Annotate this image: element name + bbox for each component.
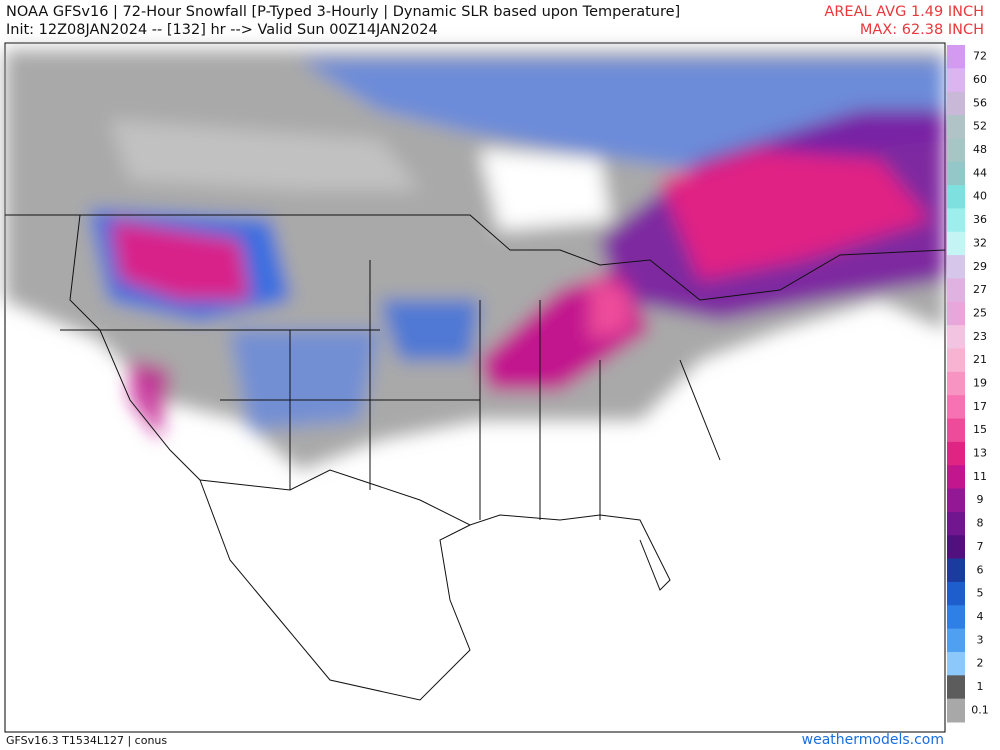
colorbar-segment [947, 488, 965, 513]
colorbar-segment [947, 278, 965, 303]
colorbar-label: 2 [977, 657, 984, 670]
colorbar-segment [947, 465, 965, 490]
colorbar-label: 8 [977, 517, 984, 530]
colorbar-segment [947, 185, 965, 209]
colorbar-segment [947, 511, 965, 536]
colorbar-label: 13 [973, 447, 987, 460]
colorbar-segment [947, 418, 965, 443]
colorbar-label: 52 [973, 120, 987, 133]
colorbar-label: 0.1 [971, 703, 989, 716]
colorbar-label: 11 [973, 470, 987, 483]
title: NOAA GFSv16 | 72-Hour Snowfall [P-Typed … [6, 4, 681, 20]
colorbar-label: 3 [977, 633, 984, 646]
footer-site: weathermodels.com [801, 732, 944, 748]
colorbar-segment [947, 91, 965, 116]
colorbar-segment [947, 605, 965, 630]
colorbar-segment [947, 698, 965, 723]
colorbar-label: 48 [973, 143, 987, 156]
colorbar-segment [947, 301, 965, 326]
colorbar-label: 1 [977, 680, 984, 693]
colorbar-segment [947, 651, 965, 676]
colorbar-segment [947, 115, 965, 139]
colorbar: 7260565248444036322927252321191715131198… [947, 45, 989, 723]
colorbar-label: 5 [977, 587, 984, 600]
colorbar-label: 23 [973, 330, 987, 343]
areal-avg: AREAL AVG 1.49 INCH [824, 4, 984, 20]
colorbar-segment [947, 231, 965, 256]
colorbar-label: 15 [973, 423, 987, 436]
colorbar-label: 27 [973, 283, 987, 296]
colorbar-segment [947, 371, 965, 396]
colorbar-label: 9 [977, 493, 984, 506]
colorbar-segment [947, 628, 965, 653]
colorbar-segment [947, 441, 965, 466]
colorbar-label: 19 [973, 377, 987, 390]
colorbar-label: 4 [977, 610, 984, 623]
colorbar-label: 32 [973, 236, 987, 249]
colorbar-segment [947, 325, 965, 349]
colorbar-label: 36 [973, 213, 987, 226]
colorbar-segment [947, 535, 965, 560]
colorbar-label: 44 [973, 166, 987, 179]
colorbar-label: 60 [973, 73, 987, 86]
colorbar-segment [947, 161, 965, 186]
colorbar-segment [947, 675, 965, 700]
colorbar-label: 40 [973, 190, 987, 203]
colorbar-label: 56 [973, 96, 987, 109]
colorbar-label: 72 [973, 50, 987, 63]
colorbar-segment [947, 255, 965, 279]
colorbar-label: 29 [973, 260, 987, 273]
colorbar-segment [947, 581, 965, 606]
colorbar-segment [947, 138, 965, 163]
boundaries [5, 214, 946, 701]
colorbar-label: 7 [977, 540, 984, 553]
colorbar-label: 25 [973, 306, 987, 319]
max-value: MAX: 62.38 INCH [859, 22, 984, 38]
snowfall-field [5, 50, 945, 470]
colorbar-segment [947, 45, 965, 69]
colorbar-label: 21 [973, 353, 987, 366]
footer-model: GFSv16.3 T1534L127 | conus [6, 734, 168, 747]
colorbar-segment [947, 348, 965, 373]
colorbar-label: 6 [977, 563, 984, 576]
colorbar-segment [947, 395, 965, 420]
colorbar-label: 17 [973, 400, 987, 413]
subtitle: Init: 12Z08JAN2024 -- [132] hr --> Valid… [6, 22, 438, 38]
colorbar-segment [947, 208, 965, 233]
colorbar-segment [947, 68, 965, 93]
colorbar-segment [947, 558, 965, 583]
